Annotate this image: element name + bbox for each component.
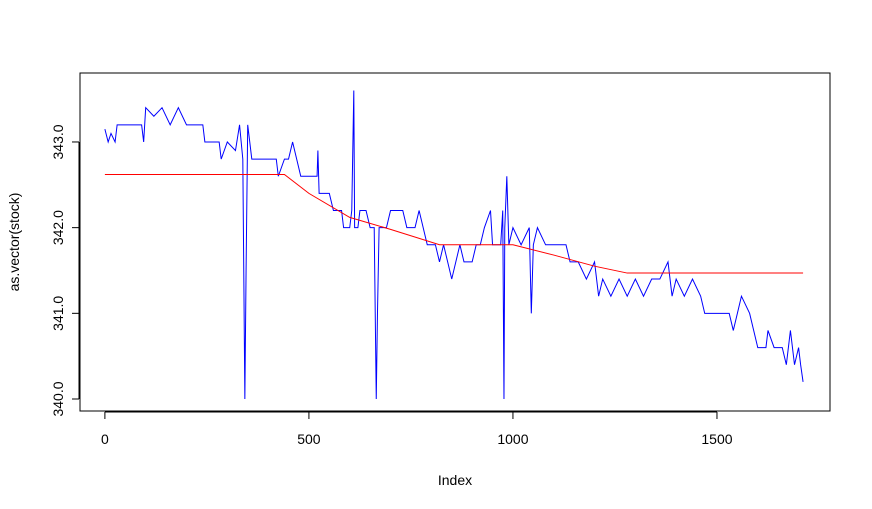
y-tick-label: 340.0 <box>50 381 66 416</box>
y-tick-label: 342.0 <box>50 210 66 245</box>
x-tick-label: 500 <box>297 431 321 447</box>
x-axis-label: Index <box>438 472 472 488</box>
y-tick-label: 341.0 <box>50 296 66 331</box>
y-axis-label: as.vector(stock) <box>6 193 22 292</box>
y-tick-label: 343.0 <box>50 124 66 159</box>
plot-frame <box>79 72 831 412</box>
x-tick-label: 0 <box>101 431 109 447</box>
x-tick-label: 1000 <box>497 431 528 447</box>
data-line <box>104 174 804 274</box>
x-tick-label: 1500 <box>701 431 732 447</box>
